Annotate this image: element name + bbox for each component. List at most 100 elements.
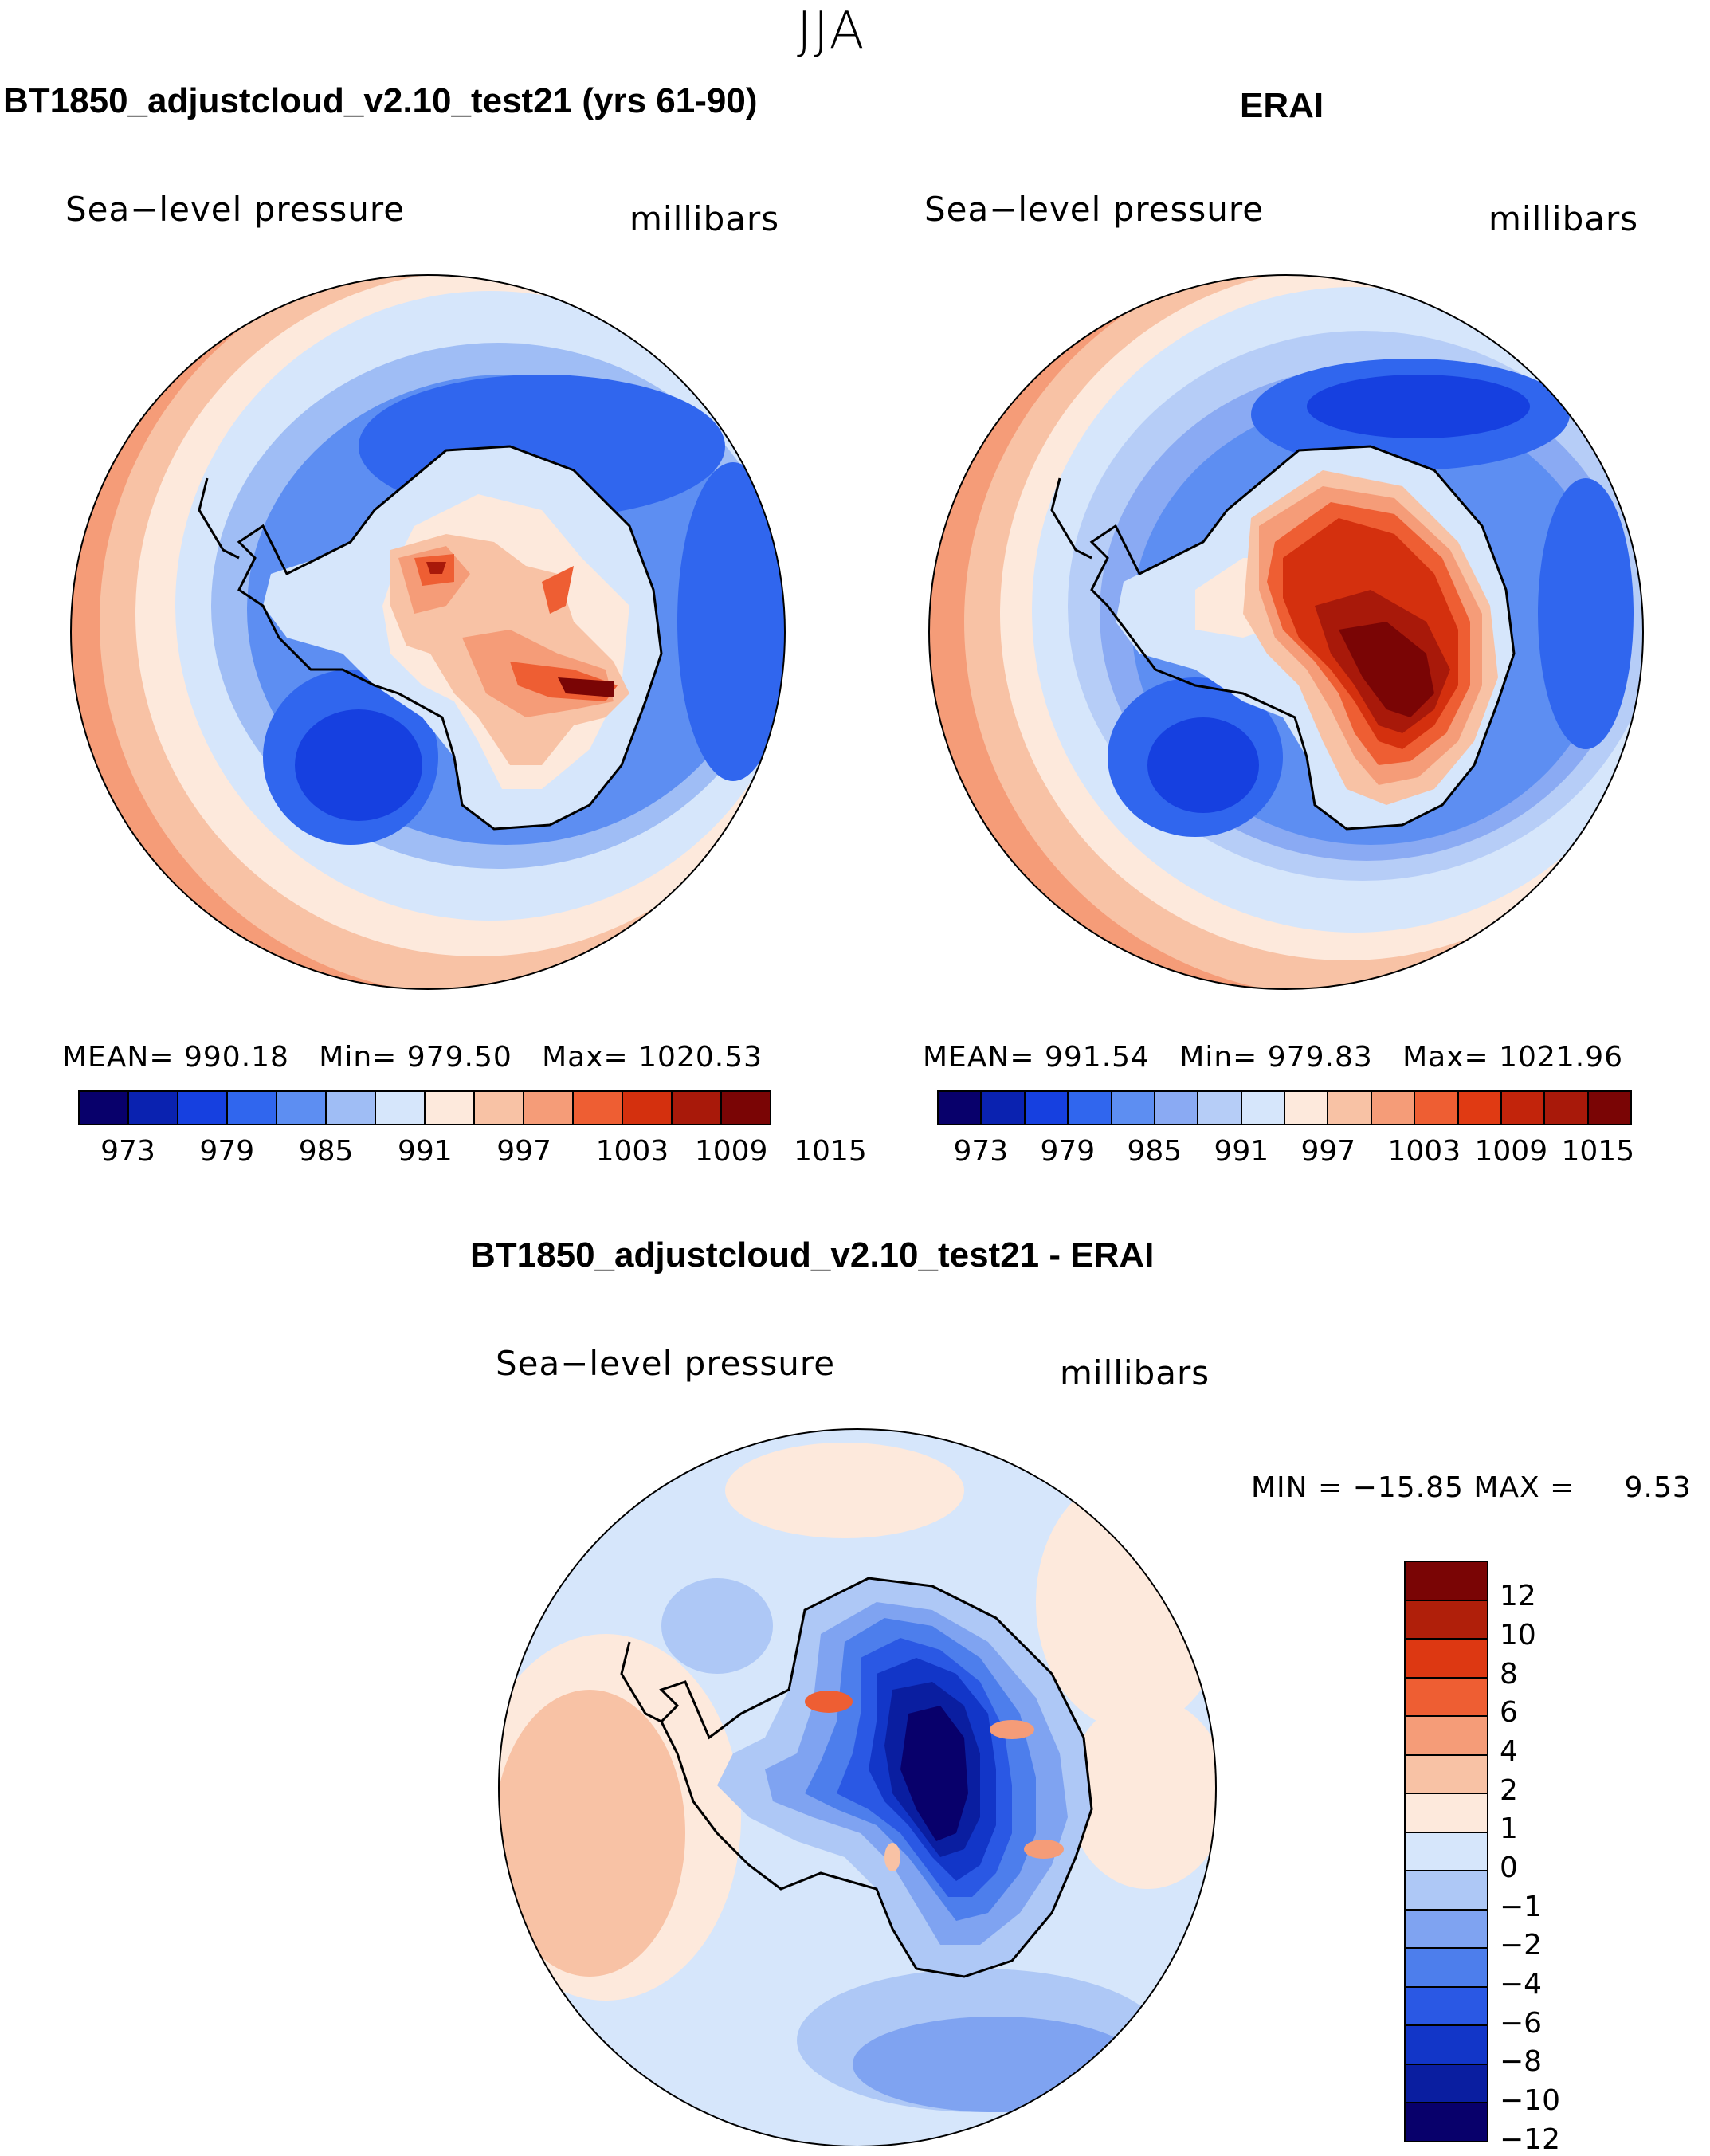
panel-2-colorbar — [937, 1090, 1632, 1125]
panel-1-colorbar-swatch — [376, 1092, 426, 1124]
panel-2-colorbar-tick-label: 973 — [953, 1135, 1009, 1168]
panel-2-map — [928, 274, 1644, 990]
panel-3-colorbar-tick-label: 12 — [1500, 1580, 1536, 1613]
panel-1-colorbar-swatch — [228, 1092, 277, 1124]
panel-2-colorbar-tick-label: 1003 — [1387, 1135, 1461, 1168]
panel-3-colorbar-tick-label: −1 — [1500, 1890, 1543, 1923]
panel-3-colorbar-swatch — [1406, 2103, 1487, 2141]
panel-1-colorbar-swatch — [129, 1092, 178, 1124]
panel-3-colorbar-swatch — [1406, 1949, 1487, 1988]
panel-3-colorbar-swatch — [1406, 1562, 1487, 1601]
panel-1-colorbar-swatch — [327, 1092, 376, 1124]
panel-3-colorbar-swatch — [1406, 1871, 1487, 1911]
panel-2-colorbar-tick-label: 979 — [1040, 1135, 1096, 1168]
panel-1-colorbar-swatch — [673, 1092, 722, 1124]
panel-2-colorbar-swatch — [1415, 1092, 1459, 1124]
panel-3-colorbar — [1404, 1561, 1488, 2142]
panel-1-mean-value: 990.18 — [183, 1041, 289, 1074]
panel-3-colorbar-swatch — [1406, 1794, 1487, 1833]
panel-1-colorbar-tick-label: 1009 — [694, 1135, 768, 1168]
panel-2-colorbar-tick-label: 1009 — [1474, 1135, 1548, 1168]
panel-1-colorbar-swatch — [623, 1092, 673, 1124]
panel-3-colorbar-swatch — [1406, 1987, 1487, 2027]
panel-3-colorbar-tick-label: 10 — [1500, 1619, 1536, 1651]
panel-2-colorbar-swatch — [1371, 1092, 1416, 1124]
panel-2-colorbar-swatch — [1285, 1092, 1329, 1124]
panel-3-max-label: MAX = — [1473, 1471, 1575, 1504]
panel-1-mean-label: MEAN= — [62, 1041, 175, 1074]
panel-2-title: ERAI — [1240, 86, 1324, 125]
panel-1-colorbar-swatch — [574, 1092, 623, 1124]
panel-3-colorbar-tick-label: −8 — [1500, 2045, 1543, 2079]
panel-2-colorbar-swatch — [1155, 1092, 1199, 1124]
panel-2-colorbar-swatch — [1458, 1092, 1502, 1124]
panel-2-colorbar-tick-label: 997 — [1300, 1135, 1356, 1168]
panel-3-variable-label: Sea−level pressure — [496, 1344, 836, 1383]
panel-1-colorbar-swatch — [80, 1092, 129, 1124]
panel-3-colorbar-tick-label: −10 — [1500, 2084, 1560, 2117]
panel-2-colorbar-swatch — [1198, 1092, 1242, 1124]
panel-1-stats: MEAN= 990.18 Min= 979.50 Max= 1020.53 — [62, 1041, 763, 1074]
panel-2-stats: MEAN= 991.54 Min= 979.83 Max= 1021.96 — [923, 1041, 1623, 1074]
panel-2-variable-label: Sea−level pressure — [924, 190, 1265, 229]
panel-3-colorbar-tick-label: −6 — [1500, 2006, 1543, 2040]
panel-3-colorbar-tick-label: 8 — [1500, 1657, 1518, 1691]
panel-1-max-label: Max= — [542, 1041, 629, 1074]
panel-2-units-label: millibars — [1488, 199, 1639, 238]
panel-3-colorbar-swatch — [1406, 1910, 1487, 1950]
panel-3-colorbar-swatch — [1406, 1640, 1487, 1679]
panel-1-colorbar-swatch — [524, 1092, 574, 1124]
panel-1-colorbar-tick-label: 973 — [100, 1135, 155, 1168]
panel-2-colorbar-tick-label: 1015 — [1561, 1135, 1635, 1168]
panel-1-min-value: 979.50 — [406, 1041, 512, 1074]
panel-2-colorbar-tick-label: 985 — [1127, 1135, 1182, 1168]
panel-3-colorbar-swatch — [1406, 1832, 1487, 1872]
panel-3-title: BT1850_adjustcloud_v2.10_test21 - ERAI — [470, 1235, 1155, 1274]
panel-3-stats: MIN = −15.85 MAX = 9.53 — [1251, 1471, 1692, 1504]
panel-1-units-label: millibars — [629, 199, 780, 238]
panel-1-colorbar-swatch — [475, 1092, 524, 1124]
panel-3-min-label: MIN = — [1251, 1471, 1343, 1504]
panel-1-colorbar-tick-label: 991 — [398, 1135, 453, 1168]
panel-2-max-value: 1021.96 — [1499, 1041, 1624, 1074]
figure-title: JJA — [797, 2, 866, 61]
panel-1-min-label: Min= — [319, 1041, 398, 1074]
panel-3-colorbar-swatch — [1406, 1755, 1487, 1795]
panel-1-colorbar-tick-label: 985 — [298, 1135, 354, 1168]
panel-1-colorbar-swatch — [277, 1092, 327, 1124]
panel-1-map — [70, 274, 786, 990]
panel-3-colorbar-tick-label: 0 — [1500, 1852, 1518, 1884]
panel-1-colorbar-swatch — [178, 1092, 228, 1124]
panel-2-colorbar-tick-label: 991 — [1214, 1135, 1269, 1168]
panel-3-colorbar-tick-label: 6 — [1500, 1696, 1518, 1730]
panel-2-colorbar-swatch — [1501, 1092, 1546, 1124]
panel-2-colorbar-swatch — [1545, 1092, 1589, 1124]
panel-1-colorbar-tick-label: 997 — [496, 1135, 551, 1168]
panel-3-min-value: −15.85 — [1352, 1471, 1464, 1504]
panel-3-colorbar-tick-label: −12 — [1500, 2123, 1560, 2156]
panel-3-colorbar-swatch — [1406, 2026, 1487, 2065]
panel-2-min-value: 979.83 — [1267, 1041, 1373, 1074]
panel-3-colorbar-tick-label: 1 — [1500, 1812, 1518, 1846]
panel-1-colorbar-swatch — [426, 1092, 475, 1124]
panel-2-colorbar-swatch — [982, 1092, 1026, 1124]
panel-3-colorbar-tick-label: −4 — [1500, 1968, 1543, 2001]
panel-1-colorbar-tick-label: 979 — [199, 1135, 255, 1168]
panel-2-colorbar-swatch — [1328, 1092, 1372, 1124]
panel-2-colorbar-swatch — [1241, 1092, 1285, 1124]
panel-3-colorbar-swatch — [1406, 1717, 1487, 1756]
panel-2-colorbar-swatch — [1025, 1092, 1069, 1124]
panel-1-variable-label: Sea−level pressure — [65, 190, 406, 229]
panel-1-colorbar-tick-label: 1015 — [794, 1135, 867, 1168]
panel-1-colorbar — [78, 1090, 771, 1125]
panel-2-mean-value: 991.54 — [1044, 1041, 1150, 1074]
panel-3-colorbar-tick-label: −2 — [1500, 1929, 1543, 1962]
panel-2-colorbar-swatch — [1069, 1092, 1112, 1124]
panel-1-colorbar-swatch — [722, 1092, 770, 1124]
panel-2-mean-label: MEAN= — [923, 1041, 1035, 1074]
panel-2-min-label: Min= — [1179, 1041, 1258, 1074]
panel-3-colorbar-tick-label: 4 — [1500, 1735, 1518, 1768]
panel-1-title: BT1850_adjustcloud_v2.10_test21 (yrs 61-… — [3, 81, 758, 120]
panel-2-max-label: Max= — [1402, 1041, 1489, 1074]
